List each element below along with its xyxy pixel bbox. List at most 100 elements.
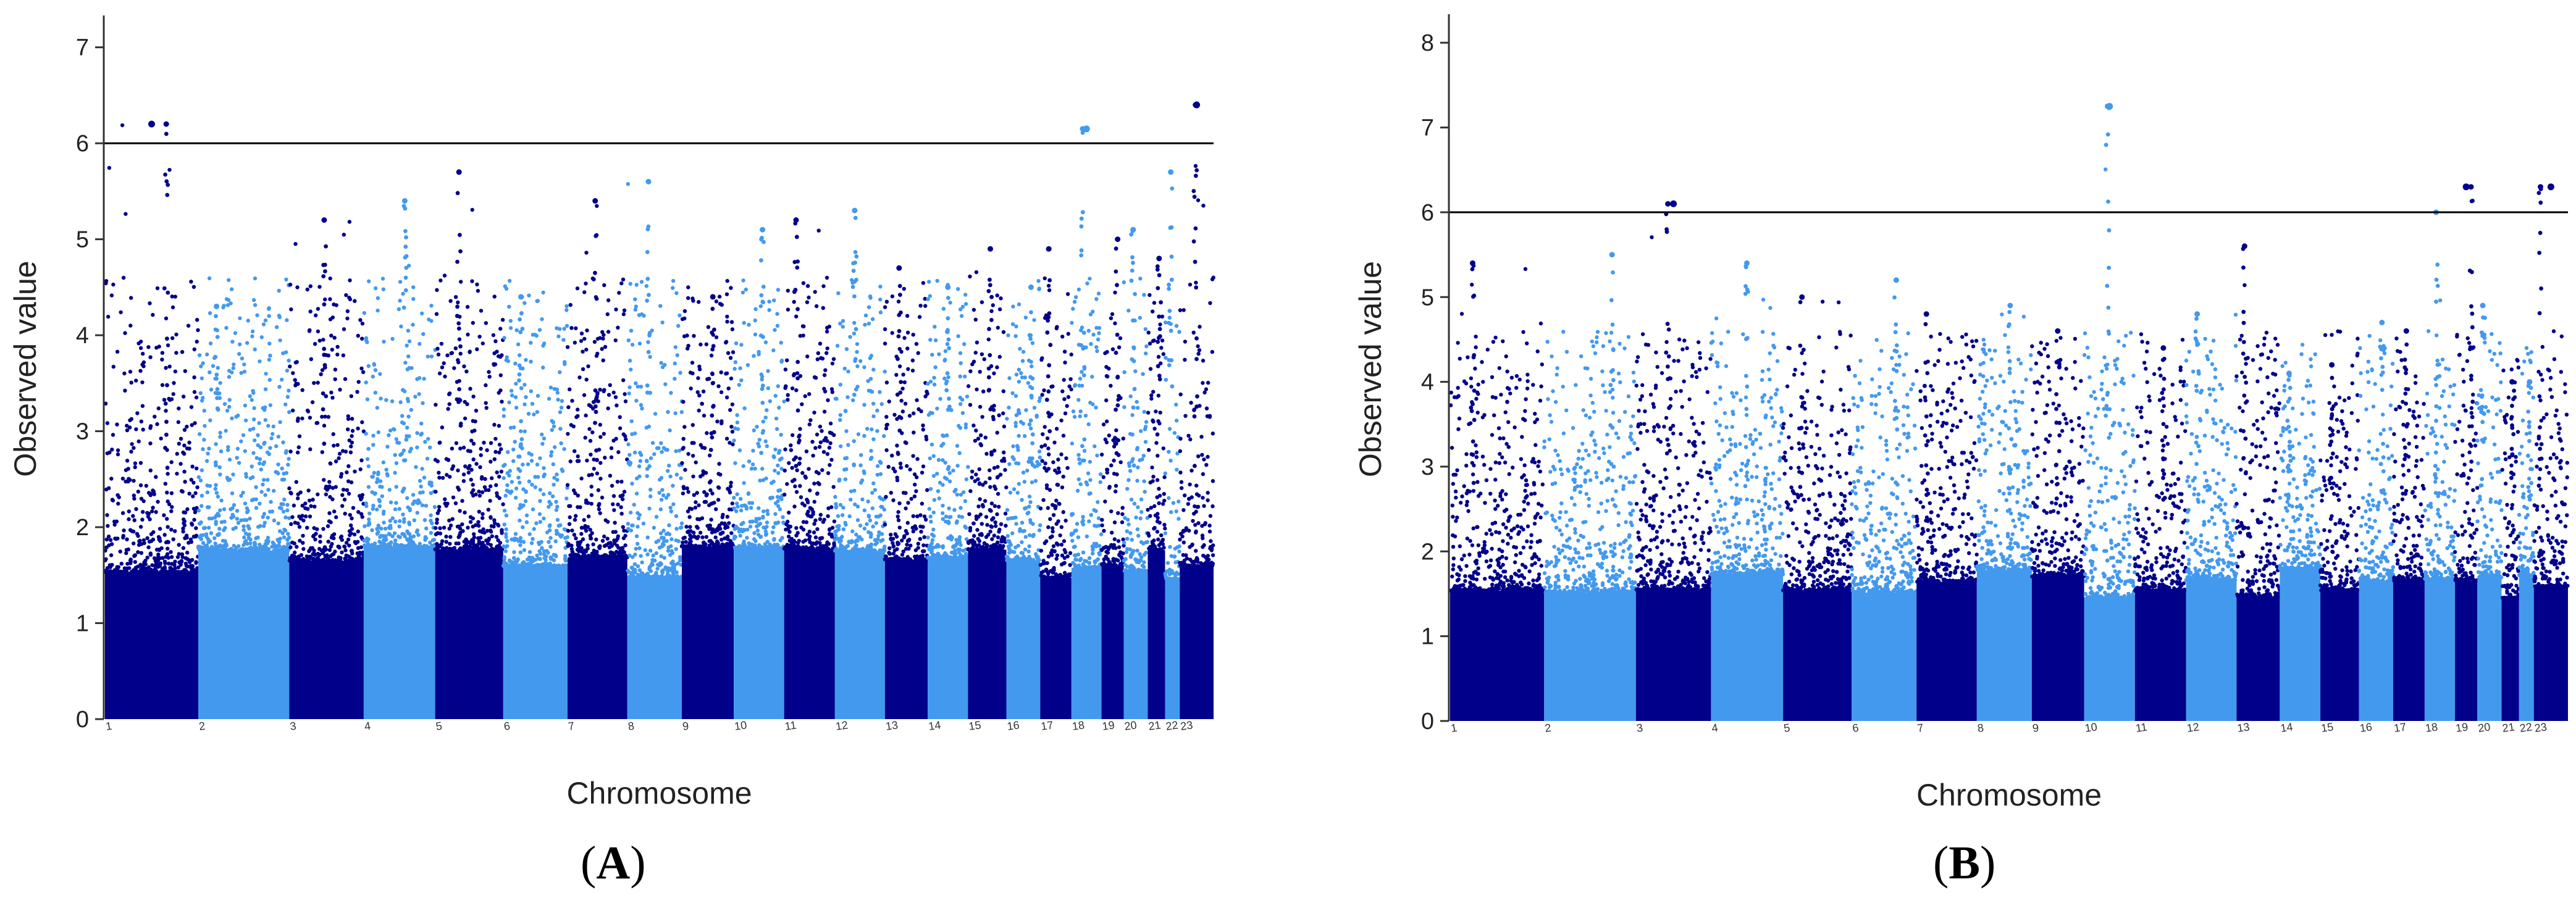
snp-point [958, 555, 962, 560]
snp-point [931, 534, 936, 538]
snp-point [999, 538, 1004, 543]
snp-point [777, 406, 781, 410]
snp-point [628, 281, 632, 286]
snp-point [775, 323, 780, 328]
snp-point [248, 394, 252, 398]
snp-point [787, 510, 791, 515]
snp-point [285, 538, 290, 542]
snp-point [173, 559, 177, 564]
snp-point [439, 341, 444, 346]
snp-point [337, 456, 341, 460]
snp-point [266, 423, 271, 428]
snp-point [1008, 490, 1013, 495]
snp-point [709, 527, 714, 531]
snp-point [417, 500, 422, 505]
snp-point [250, 398, 254, 402]
snp-point [611, 530, 615, 534]
snp-point [631, 523, 635, 528]
snp-point [1004, 523, 1008, 528]
chromosome-5-top-point [456, 169, 462, 175]
snp-point [651, 553, 655, 558]
snp-point [260, 548, 265, 552]
snp-point [402, 517, 406, 522]
snp-point [881, 538, 885, 542]
snp-point [323, 269, 327, 273]
snp-point [673, 411, 678, 415]
snp-point [987, 327, 991, 331]
snp-point [813, 518, 818, 523]
snp-point [378, 372, 382, 377]
snp-point [403, 275, 408, 280]
snp-point [757, 438, 762, 442]
snp-point [626, 527, 631, 531]
snp-point [556, 398, 560, 402]
snp-point [242, 362, 246, 367]
snp-point [704, 535, 709, 539]
snp-point [741, 464, 745, 469]
snp-point [814, 542, 818, 546]
snp-point [860, 537, 864, 542]
snp-point [563, 559, 568, 563]
snp-point [593, 420, 597, 425]
snp-point [498, 354, 503, 359]
snp-point [869, 532, 873, 537]
snp-point [375, 308, 380, 313]
snp-point [109, 553, 114, 557]
chromosome-11-points [782, 217, 837, 719]
snp-point [761, 300, 765, 305]
snp-point [653, 412, 658, 416]
snp-point [624, 437, 628, 442]
snp-point [639, 280, 644, 284]
snp-point [578, 505, 582, 509]
snp-point [774, 416, 779, 421]
snp-point [178, 462, 183, 466]
snp-point [980, 522, 984, 526]
snp-point [955, 493, 960, 497]
snp-point [501, 502, 505, 507]
snp-point [348, 450, 353, 454]
snp-point [140, 362, 145, 367]
snp-point [789, 536, 794, 541]
snp-point [659, 498, 664, 502]
snp-point [526, 462, 531, 467]
snp-point [958, 351, 963, 356]
snp-point [119, 310, 123, 315]
snp-point [839, 539, 843, 543]
snp-point [862, 402, 866, 407]
snp-point [585, 458, 589, 463]
snp-point [438, 531, 443, 536]
snp-point [136, 543, 141, 547]
snp-point [927, 507, 932, 511]
snp-point [553, 539, 558, 544]
snp-point [261, 515, 265, 519]
snp-point [720, 421, 724, 425]
snp-point [458, 446, 463, 451]
snp-point [552, 558, 556, 562]
snp-point [573, 491, 577, 496]
snp-point [842, 549, 847, 554]
snp-point [697, 408, 701, 413]
snp-point [471, 483, 475, 487]
snp-point [588, 528, 592, 532]
snp-point [115, 422, 119, 427]
snp-point [196, 508, 201, 513]
snp-point [598, 511, 602, 515]
snp-point [949, 534, 953, 538]
snp-point [542, 341, 547, 346]
snp-point [828, 430, 833, 435]
snp-point [230, 416, 234, 420]
snp-point [298, 538, 302, 543]
snp-point [724, 340, 728, 345]
snp-point [189, 570, 193, 574]
snp-point [608, 555, 612, 559]
snp-point [747, 501, 752, 505]
snp-point [740, 290, 745, 295]
snp-point [468, 449, 472, 454]
snp-point [526, 412, 531, 416]
snp-point [165, 336, 169, 341]
snp-point [527, 555, 532, 560]
snp-point [375, 545, 380, 549]
snp-point [191, 480, 196, 485]
snp-point [355, 389, 359, 394]
snp-point [723, 523, 728, 528]
